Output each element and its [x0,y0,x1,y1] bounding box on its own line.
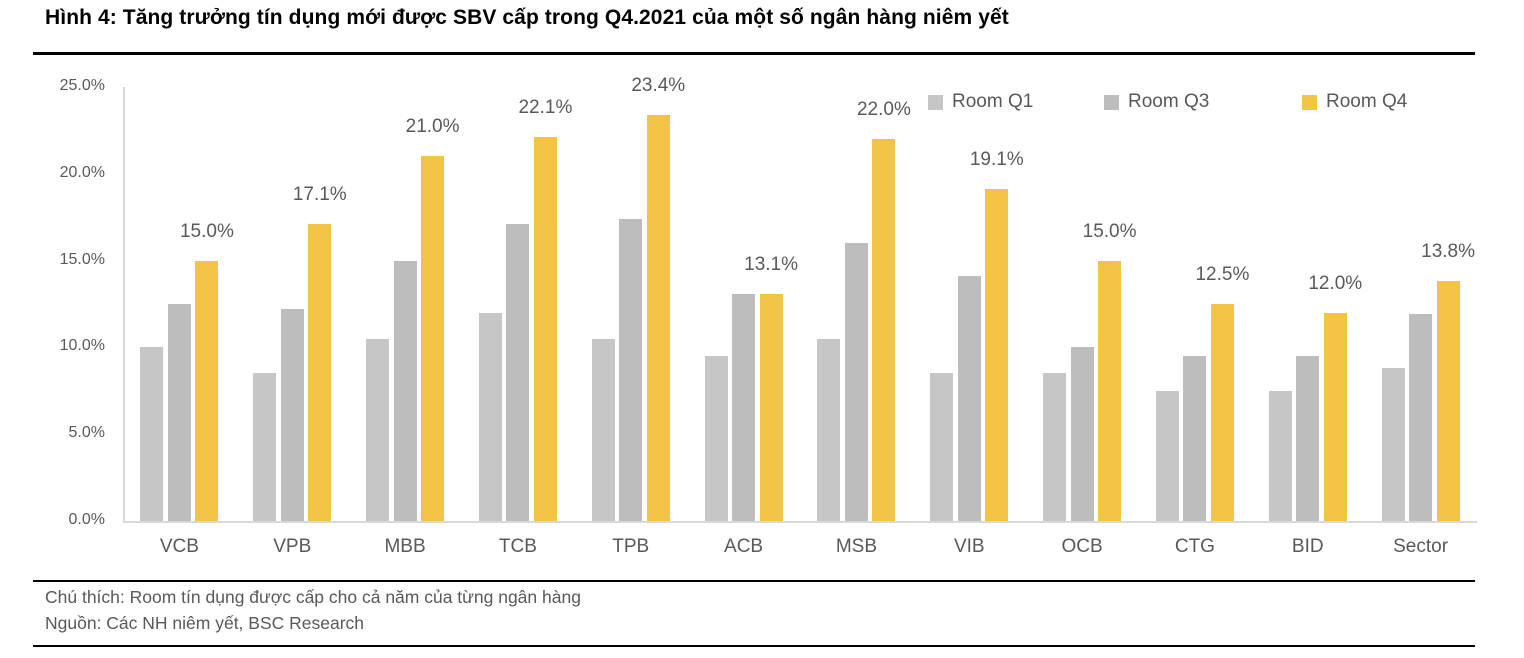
bar-room-q1-sector [1381,368,1405,521]
y-axis-tick-label: 10.0% [59,337,105,355]
bar-room-q1-vcb [140,347,164,521]
footnote: Chú thích: Room tín dụng được cấp cho cả… [45,587,581,607]
bar-room-q1-ctg [1155,390,1179,521]
y-axis-tick-label: 5.0% [68,424,105,442]
legend-swatch-room-q1 [928,94,943,110]
y-axis-tick-label: 25.0% [59,77,105,94]
y-axis-tick-label: 0.0% [68,511,105,528]
x-axis-label-mbb: MBB [384,536,426,557]
x-axis-label-acb: ACB [724,536,764,557]
data-label-vib: 19.1% [969,149,1024,171]
bar-room-q1-vpb [253,373,277,521]
legend-item-room-q1: Room Q1 [928,91,1033,113]
x-axis-label-ocb: OCB [1061,536,1103,557]
legend-swatch-room-q3 [1104,94,1119,110]
bar-room-q1-acb [704,356,728,521]
bar-room-q1-mbb [366,338,390,521]
x-axis-label-vib: VIB [953,536,985,557]
bar-room-q1-vib [930,373,954,521]
bar-room-q3-ctg [1183,356,1207,521]
bar-room-q1-ocb [1043,373,1067,521]
bar-room-q3-mbb [393,260,417,521]
bar-room-q1-tcb [478,312,502,521]
bar-room-q1-tpb [591,338,615,521]
bar-room-q3-bid [1296,356,1320,521]
bar-room-q3-tcb [506,224,530,521]
bar-room-q4-acb [759,293,783,521]
footer-bottom-divider [33,645,1475,647]
x-axis-label-vpb: VPB [273,536,312,557]
bar-room-q4-mbb [421,156,445,521]
x-axis-label-sector: Sector [1393,536,1449,557]
x-axis-label-bid: BID [1291,536,1324,557]
y-axis-tick-label: 20.0% [59,163,105,181]
x-axis-label-tpb: TPB [612,536,650,557]
data-label-tpb: 23.4% [631,74,686,96]
footer-top-divider [33,580,1475,582]
bar-room-q4-msb [872,139,896,521]
bar-room-q3-acb [732,293,756,521]
bar-room-q4-ctg [1210,304,1234,521]
bar-room-q4-ocb [1098,260,1122,521]
data-label-vcb: 15.0% [179,220,234,242]
legend-label-room-q3: Room Q3 [1128,91,1210,112]
x-axis-label-vcb: VCB [159,536,199,557]
legend-label-room-q1: Room Q1 [952,91,1034,112]
x-axis-line [123,521,1477,523]
bar-room-q3-msb [844,243,868,521]
bar-room-q4-bid [1323,312,1347,521]
legend-swatch-room-q4 [1302,94,1317,110]
bar-room-q3-sector [1409,314,1433,521]
data-label-acb: 13.1% [744,253,799,275]
page-title: Hình 4: Tăng trưởng tín dụng mới được SB… [45,6,1009,29]
bar-room-q4-vib [985,189,1009,521]
legend-item-room-q3: Room Q3 [1104,91,1209,113]
bar-room-q3-vcb [167,304,191,521]
bar-room-q1-msb [817,338,841,521]
x-axis-label-msb: MSB [835,536,877,557]
data-label-tcb: 22.1% [518,97,573,119]
data-label-msb: 22.0% [856,99,911,121]
bar-room-q1-bid [1268,390,1292,521]
bar-room-q4-sector [1436,281,1460,521]
data-label-ocb: 15.0% [1082,220,1137,242]
title-divider [33,52,1475,55]
data-label-ctg: 12.5% [1195,264,1250,285]
data-label-bid: 12.0% [1308,272,1363,294]
y-axis-tick-label: 15.0% [59,250,105,268]
bar-room-q3-ocb [1070,347,1094,521]
bar-room-q4-tcb [533,137,557,521]
x-axis-label-tcb: TCB [498,536,537,557]
y-axis-line [123,87,125,521]
data-label-vpb: 17.1% [292,184,347,206]
data-label-sector: 13.8% [1421,241,1476,263]
bar-room-q4-tpb [646,114,670,521]
bar-room-q4-vpb [308,224,332,521]
legend-label-room-q4: Room Q4 [1326,91,1408,112]
bar-room-q4-vcb [195,260,219,521]
data-label-mbb: 21.0% [405,116,460,138]
legend-item-room-q4: Room Q4 [1302,91,1407,113]
source-note: Nguồn: Các NH niêm yết, BSC Research [45,613,365,633]
bar-room-q3-vib [957,276,981,521]
bar-room-q3-vpb [280,309,304,521]
x-axis-label-ctg: CTG [1174,536,1215,557]
bar-room-q3-tpb [619,218,643,521]
